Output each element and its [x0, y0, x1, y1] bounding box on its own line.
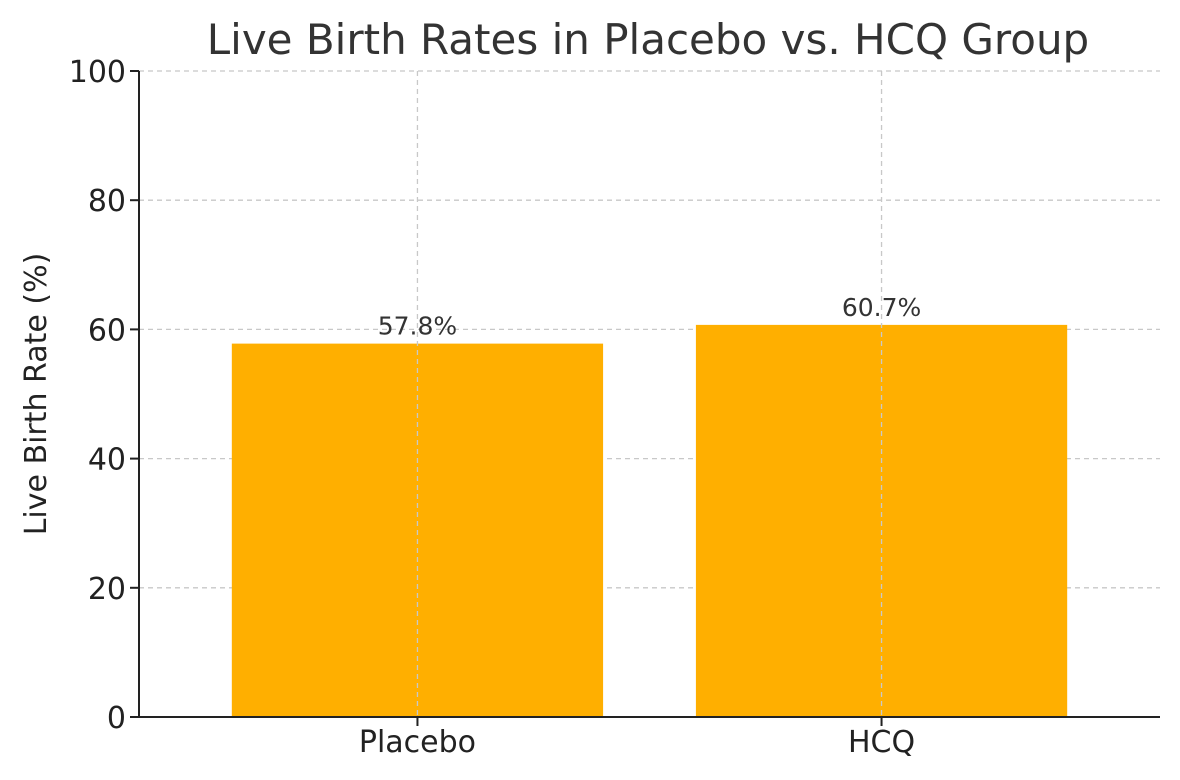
x-tick-label: HCQ [848, 725, 915, 760]
bar-data-label: 60.7% [842, 293, 921, 322]
labels-layer: 0 20 40 60 80 100 Placebo 57.8% HCQ 60.7% [69, 55, 922, 760]
bars-layer [231, 324, 1068, 717]
y-axis-label: Live Birth Rate (%) [19, 253, 54, 536]
y-tick-label: 0 [107, 701, 126, 736]
x-tick-label: Placebo [359, 725, 476, 760]
y-tick-label: 40 [88, 443, 126, 478]
y-tick-label: 20 [88, 572, 126, 607]
chart-title: Live Birth Rates in Placebo vs. HCQ Grou… [207, 15, 1089, 64]
y-tick-label: 80 [88, 184, 126, 219]
y-tick-label: 100 [69, 55, 126, 90]
axes-layer [130, 70, 1160, 726]
y-tick-label: 60 [88, 313, 126, 348]
bar-data-label: 57.8% [378, 312, 457, 341]
